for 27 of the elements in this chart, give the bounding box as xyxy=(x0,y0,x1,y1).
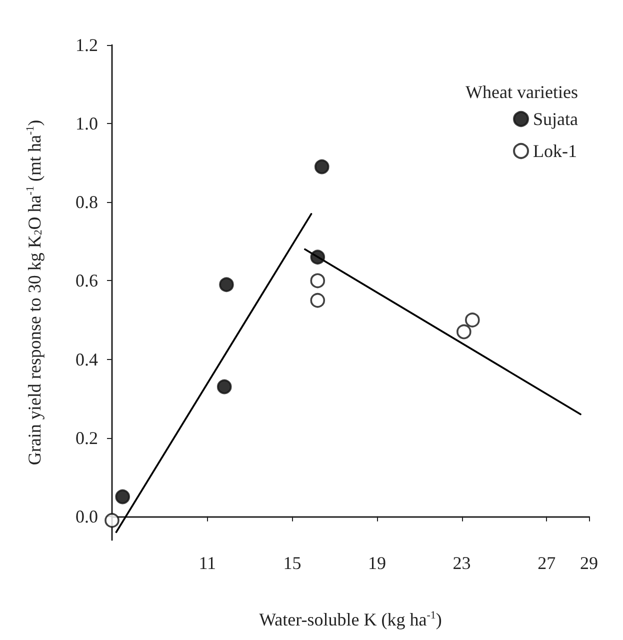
x-tick-label: 19 xyxy=(368,553,386,573)
point xyxy=(310,273,326,288)
point xyxy=(456,324,472,340)
legend-label: Lok-1 xyxy=(533,141,578,161)
point xyxy=(310,250,326,265)
legend-label: Sujata xyxy=(533,109,578,129)
y-tick-label: 1.2 xyxy=(76,35,98,55)
y-tick-label: 1.0 xyxy=(76,114,98,134)
y-axis-title: Grain yield response to 30 kg K2O ha-1 (mt ha-1) xyxy=(24,120,44,466)
y-tick-label: 0.2 xyxy=(76,428,98,448)
point xyxy=(219,277,234,292)
point xyxy=(216,379,232,394)
y-tick-label: 0.8 xyxy=(76,192,98,212)
y-tick-label: 0.0 xyxy=(76,506,98,526)
x-tick-label: 11 xyxy=(198,553,216,573)
point xyxy=(115,489,130,504)
y-tick-label: 0.4 xyxy=(76,349,98,370)
point xyxy=(104,512,120,528)
x-tick-label: 15 xyxy=(283,553,302,573)
x-tick-label: 27 xyxy=(538,553,556,573)
point xyxy=(465,312,480,328)
x-tick-label: 29 xyxy=(580,553,598,573)
y-tick-label: 0.6 xyxy=(76,270,98,291)
legend-title: Wheat varieties xyxy=(466,82,578,102)
point xyxy=(314,159,330,174)
x-tick-label: 23 xyxy=(452,553,471,573)
point xyxy=(310,292,326,308)
